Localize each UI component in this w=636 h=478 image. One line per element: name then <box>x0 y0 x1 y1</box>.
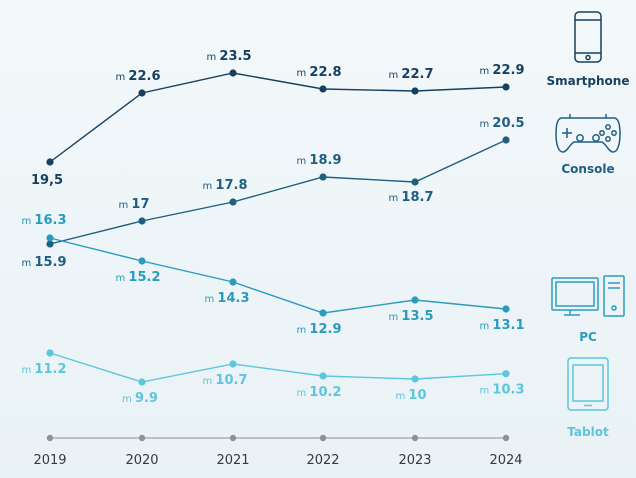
x-axis-tick-dot <box>502 434 510 442</box>
legend-label: Console <box>561 162 614 176</box>
data-label: m 15.9 <box>22 255 67 270</box>
x-tick-label: 2019 <box>33 453 66 468</box>
data-label: m 22.7 <box>389 67 434 82</box>
x-axis-tick-dot <box>411 434 419 442</box>
data-label: m 11.2 <box>22 362 67 377</box>
data-label: 19,5 <box>31 173 63 188</box>
data-point <box>229 69 237 77</box>
data-point <box>46 158 54 166</box>
x-tick-label: 2023 <box>398 453 431 468</box>
data-label: m 22.9 <box>480 63 525 78</box>
x-axis-tick-dot <box>319 434 327 442</box>
data-point <box>138 217 146 225</box>
data-point <box>411 375 419 383</box>
data-label: m 10.2 <box>297 385 342 400</box>
data-label: m 14.3 <box>205 291 250 306</box>
data-label: m 22.6 <box>116 69 161 84</box>
data-point <box>229 198 237 206</box>
data-label: m 13.5 <box>389 309 434 324</box>
x-axis-tick-dot <box>138 434 146 442</box>
data-point <box>138 378 146 386</box>
data-point <box>411 87 419 95</box>
desktop-computer-icon <box>551 275 625 317</box>
data-label: m 22.8 <box>297 65 342 80</box>
data-point <box>502 370 510 378</box>
data-point <box>46 349 54 357</box>
series-tablot: m 11.2 m 9.9 m 10.7 m 10.2 m 10 m 10.3 <box>22 349 525 406</box>
tablet-icon <box>567 357 609 411</box>
data-label: m 9.9 <box>122 391 158 406</box>
data-point <box>46 240 54 248</box>
data-label: m 18.9 <box>297 153 342 168</box>
data-point <box>319 309 327 317</box>
x-axis-tick-dot <box>229 434 237 442</box>
legend-label: PC <box>579 330 597 344</box>
data-point <box>502 136 510 144</box>
data-point <box>229 278 237 286</box>
data-label: m 10.3 <box>480 383 525 398</box>
data-label: m 10.7 <box>203 373 248 388</box>
legend-label: Smartphone <box>547 74 630 88</box>
data-label: m 18.7 <box>389 190 434 205</box>
x-tick-label: 2021 <box>216 453 249 468</box>
data-point <box>319 372 327 380</box>
x-axis-tick-dot <box>46 434 54 442</box>
data-label: m 12.9 <box>297 322 342 337</box>
data-point <box>319 85 327 93</box>
data-point <box>229 360 237 368</box>
x-tick-label: 2022 <box>306 453 339 468</box>
data-label: m 16.3 <box>22 213 67 228</box>
data-point <box>502 83 510 91</box>
data-point <box>138 257 146 265</box>
series-pc: m 16.3 m 15.2 m 14.3 m 12.9 m 13.5 m 13.1 <box>22 213 525 337</box>
series-line <box>49 237 507 314</box>
data-point <box>411 178 419 186</box>
series-line <box>49 72 507 163</box>
data-label: m 17.8 <box>203 178 248 193</box>
smartphone-icon <box>574 11 602 63</box>
series-line <box>49 139 507 245</box>
data-label: m 17 <box>118 197 149 212</box>
data-point <box>46 234 54 242</box>
series-line <box>49 352 507 383</box>
x-tick-label: 2024 <box>489 453 522 468</box>
data-label: m 15.2 <box>116 270 161 285</box>
legend-label: Tablot <box>567 425 609 439</box>
data-label: m 10 <box>395 388 426 403</box>
data-point <box>502 305 510 313</box>
data-point <box>319 173 327 181</box>
data-label: m 13.1 <box>480 318 525 333</box>
series-smartphone: 19,5 m 22.6 m 23.5 m 22.8 m 22.7 m 22.9 <box>31 49 525 188</box>
data-label: m 20.5 <box>480 116 525 131</box>
data-point <box>411 296 419 304</box>
gamepad-icon <box>555 114 621 153</box>
data-label: m 23.5 <box>207 49 252 64</box>
x-tick-label: 2020 <box>125 453 158 468</box>
series-console: m 15.9 m 17 m 17.8 m 18.9 m 18.7 m 20.5 <box>22 116 525 270</box>
data-point <box>138 89 146 97</box>
